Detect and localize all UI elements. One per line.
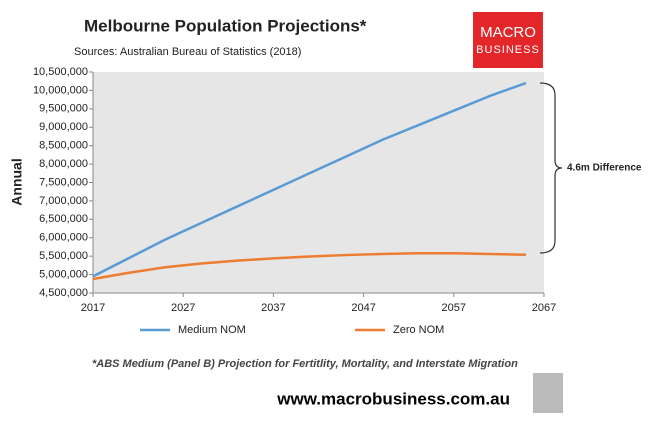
x-tick-label: 2037 [261, 302, 285, 314]
series-line [92, 251, 526, 281]
y-tick-label: 9,500,000 [39, 103, 88, 115]
wolf-icon [533, 373, 563, 413]
brace [539, 82, 563, 254]
website: www.macrobusiness.com.au [276, 389, 510, 408]
y-tick-label: 9,000,000 [39, 121, 88, 133]
x-tick-label: 2047 [351, 302, 375, 314]
x-tick-label: 2017 [81, 302, 105, 314]
subtitle: Sources: Australian Bureau of Statistics… [74, 46, 301, 58]
y-tick-label: 6,500,000 [39, 213, 88, 225]
y-tick-label: 6,000,000 [39, 232, 88, 244]
y-tick-label: 5,000,000 [39, 268, 88, 280]
y-tick-label: 8,500,000 [39, 140, 88, 152]
x-tick-label: 2067 [532, 302, 556, 314]
chart-title: Melbourne Population Projections* [84, 16, 367, 35]
x-tick-label: 2057 [442, 302, 466, 314]
y-tick-label: 4,500,000 [39, 287, 88, 299]
footnote: *ABS Medium (Panel B) Projection for Fer… [92, 358, 518, 370]
y-tick-label: 5,500,000 [39, 250, 88, 262]
y-tick-label: 7,000,000 [39, 195, 88, 207]
annotation: 4.6m Difference [567, 163, 642, 174]
logo [473, 12, 543, 68]
y-tick-label: 7,500,000 [39, 176, 88, 188]
series-line [92, 81, 527, 278]
logo-text: MACRO [480, 24, 536, 41]
y-axis-title: Annual [9, 158, 25, 205]
y-tick-label: 10,500,000 [33, 66, 88, 78]
plot-area [93, 72, 544, 293]
y-tick-label: 10,000,000 [33, 84, 88, 96]
legend-label: Medium NOM [178, 324, 246, 336]
y-tick-label: 8,000,000 [39, 158, 88, 170]
x-tick-label: 2027 [171, 302, 195, 314]
logo-text: BUSINESS [476, 44, 540, 56]
legend-label: Zero NOM [393, 324, 444, 336]
